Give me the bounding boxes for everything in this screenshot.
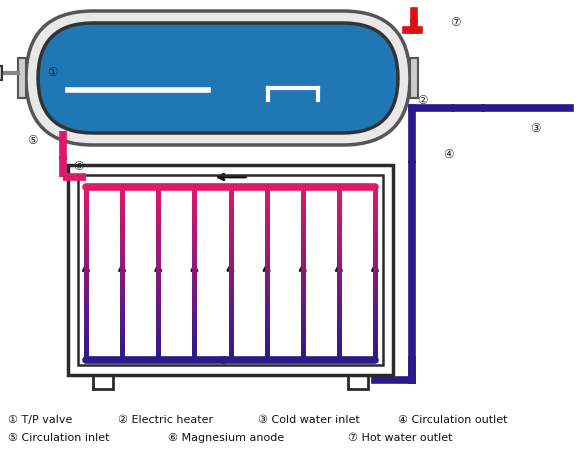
Text: ③ Cold water inlet: ③ Cold water inlet <box>258 415 360 425</box>
FancyBboxPatch shape <box>26 11 410 145</box>
Text: ④ Circulation outlet: ④ Circulation outlet <box>398 415 507 425</box>
Text: ⑦ Hot water outlet: ⑦ Hot water outlet <box>348 433 452 443</box>
Bar <box>410 58 418 98</box>
Text: ⑥ Magnesium anode: ⑥ Magnesium anode <box>168 433 284 443</box>
Text: ⑦: ⑦ <box>449 16 460 28</box>
Bar <box>18 58 26 98</box>
Bar <box>0 66 2 80</box>
Bar <box>93 375 113 389</box>
Text: ①: ① <box>47 66 57 78</box>
Text: ②: ② <box>417 94 427 106</box>
FancyBboxPatch shape <box>38 23 398 133</box>
Text: ⑥: ⑥ <box>73 161 83 174</box>
Text: ⑤: ⑤ <box>27 134 38 146</box>
Text: ③: ③ <box>530 122 540 134</box>
Text: ② Electric heater: ② Electric heater <box>118 415 213 425</box>
Text: ⑤ Circulation inlet: ⑤ Circulation inlet <box>8 433 110 443</box>
Text: ① T/P valve: ① T/P valve <box>8 415 73 425</box>
Text: ④: ④ <box>443 149 453 162</box>
Bar <box>348 375 368 389</box>
